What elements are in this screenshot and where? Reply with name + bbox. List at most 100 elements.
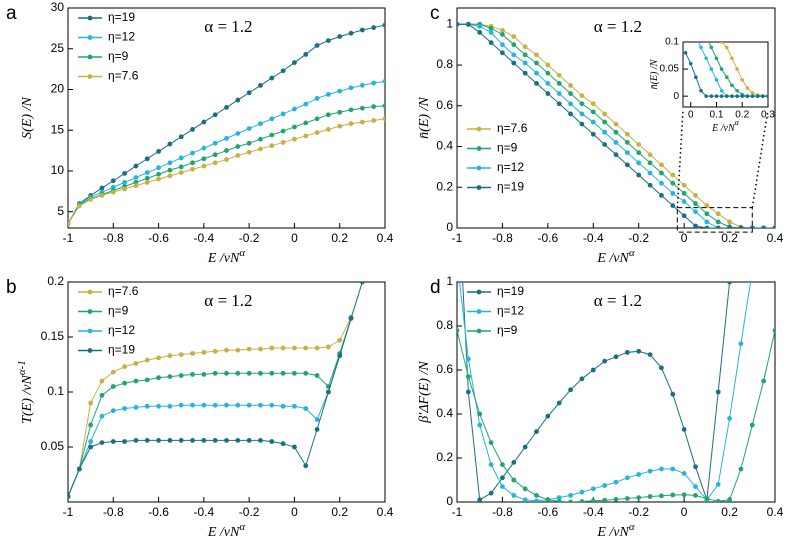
point: [156, 165, 161, 171]
point: [500, 484, 505, 489]
point: [122, 380, 128, 386]
point: [382, 103, 385, 109]
point: [280, 68, 286, 74]
point: [314, 130, 320, 136]
plot-frame: [67, 7, 386, 229]
point: [133, 163, 139, 169]
point: [670, 190, 676, 196]
legend-marker: [87, 74, 93, 79]
point: [590, 131, 596, 137]
point: [522, 52, 528, 58]
point: [659, 193, 664, 198]
point: [624, 140, 630, 145]
point: [659, 180, 664, 186]
point: [201, 438, 207, 443]
point: [681, 182, 687, 188]
point: [681, 471, 687, 476]
x-tick-label: -0.6: [538, 505, 559, 519]
point: [178, 438, 184, 443]
point: [269, 143, 275, 149]
y-tick-label: 0.4: [436, 139, 453, 153]
point: [235, 402, 241, 408]
point: [624, 162, 630, 168]
x-tick-label: -0.6: [148, 505, 169, 519]
point: [99, 378, 105, 384]
point: [190, 402, 195, 408]
point: [647, 352, 653, 357]
y-tick-label: 0.15: [41, 329, 65, 343]
point: [178, 170, 184, 175]
point: [359, 83, 365, 88]
x-tick-label: -0.4: [583, 505, 604, 519]
point: [212, 370, 218, 376]
point: [99, 413, 105, 419]
point: [258, 438, 263, 443]
point: [636, 142, 642, 147]
point: [348, 107, 354, 113]
plot-area: [683, 42, 768, 98]
point: [246, 126, 252, 131]
point: [99, 392, 105, 398]
point: [235, 144, 241, 149]
y-tick-label: 0: [446, 494, 453, 508]
panel-letter: a: [6, 3, 17, 24]
point: [699, 45, 703, 50]
point: [167, 141, 173, 147]
point: [704, 94, 708, 98]
point: [280, 441, 286, 447]
point: [681, 199, 687, 204]
point: [522, 444, 528, 450]
point: [727, 219, 732, 225]
point: [303, 463, 309, 469]
point: [719, 42, 724, 44]
point: [709, 67, 714, 71]
point: [750, 94, 755, 98]
point: [715, 211, 721, 217]
point: [133, 183, 139, 189]
point: [190, 150, 195, 156]
point: [719, 67, 724, 71]
point: [359, 282, 365, 285]
point: [730, 94, 734, 98]
point: [500, 42, 505, 48]
point: [201, 145, 207, 151]
point: [693, 223, 698, 228]
x-tick-label: -0.8: [103, 231, 124, 245]
point: [156, 438, 161, 443]
point: [556, 80, 562, 86]
legend-marker: [87, 309, 93, 314]
zoom-box: [676, 207, 753, 233]
plot-frame: [456, 7, 776, 229]
x-tick-label: -1: [63, 231, 74, 245]
point: [212, 402, 218, 408]
point: [88, 444, 94, 450]
point: [224, 135, 229, 141]
point: [534, 70, 539, 76]
point: [190, 372, 195, 377]
point: [314, 43, 320, 48]
y-axis-label-text: n̄(E) /N: [649, 58, 660, 89]
y-tick-label: 0.05: [660, 64, 680, 75]
point: [681, 190, 687, 196]
point: [670, 492, 676, 498]
y-tick-label: 0.2: [436, 450, 453, 464]
y-tick-label: 0: [673, 91, 679, 102]
point: [724, 75, 729, 80]
point: [144, 357, 150, 363]
point: [337, 353, 343, 359]
point: [477, 30, 483, 35]
point: [659, 365, 664, 371]
point: [178, 134, 184, 140]
y-axis-label: S(E) /N: [20, 97, 35, 139]
point: [704, 496, 710, 502]
point: [235, 153, 241, 158]
point: [477, 411, 483, 417]
point: [511, 42, 517, 48]
point: [122, 179, 128, 185]
point: [190, 160, 195, 166]
y-axis-label-text: T(E) /νN: [20, 375, 35, 424]
point: [457, 21, 460, 27]
point: [269, 402, 275, 408]
